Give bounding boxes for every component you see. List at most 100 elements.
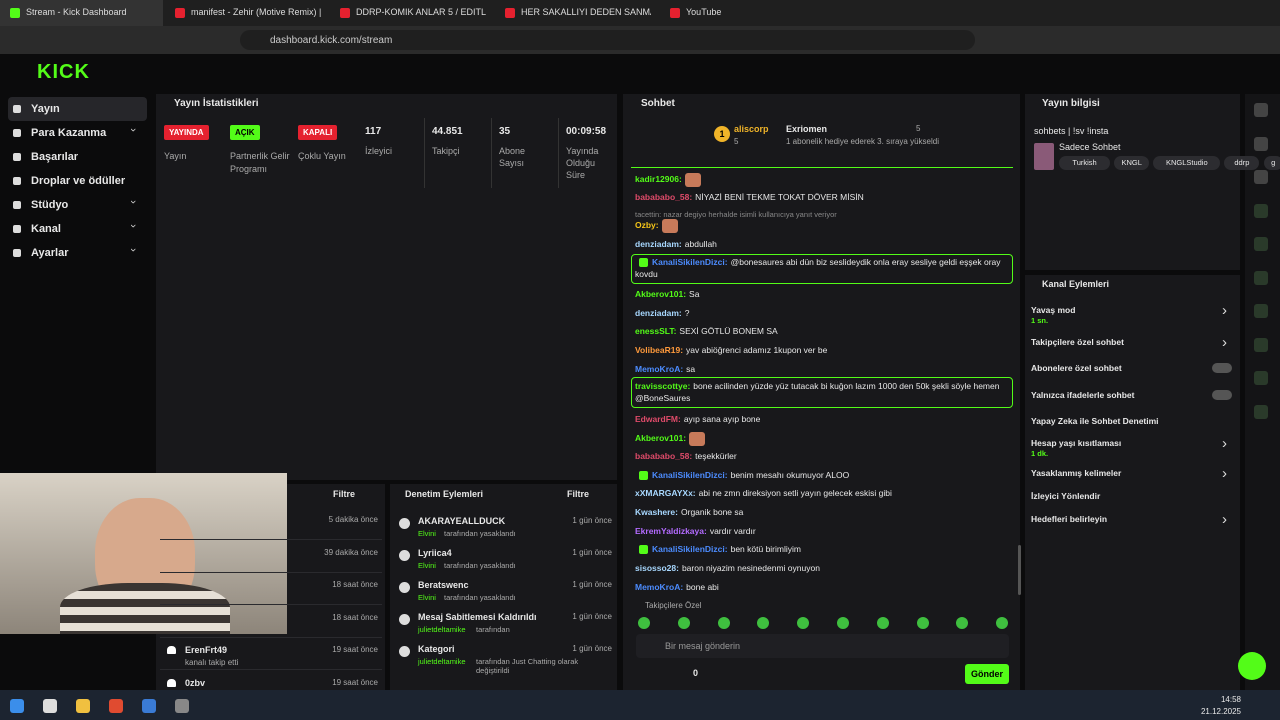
action-label[interactable]: Yavaş mod bbox=[1031, 305, 1076, 315]
nav-icon bbox=[13, 225, 21, 233]
nav-item[interactable]: Droplar ve ödüller bbox=[31, 175, 126, 187]
action-label[interactable]: İzleyici Yönlendir bbox=[1031, 491, 1101, 501]
url[interactable]: dashboard.kick.com/stream bbox=[270, 35, 393, 46]
emote bbox=[684, 173, 701, 187]
tab-icon bbox=[175, 8, 185, 18]
taskbar-icon[interactable] bbox=[43, 699, 57, 713]
action-label[interactable]: Yapay Zeka ile Sohbet Denetimi bbox=[1031, 416, 1159, 426]
tool-button[interactable] bbox=[1254, 170, 1268, 184]
chat-message: denziadam:? bbox=[635, 307, 1005, 319]
chat-message: EdwardFM: ayıp sana ayıp bone bbox=[635, 413, 1005, 425]
emote-button[interactable] bbox=[916, 617, 929, 629]
filter[interactable]: Filtre bbox=[567, 489, 590, 499]
nav-item[interactable]: Stüdyo bbox=[31, 199, 69, 211]
filter[interactable]: Filtre bbox=[333, 489, 356, 499]
chat-user[interactable]: sisosso28: bbox=[635, 563, 679, 573]
tab-bar bbox=[0, 0, 1280, 26]
chevron: › bbox=[126, 224, 139, 228]
chat-user[interactable]: kadir12906: bbox=[635, 174, 682, 185]
chat-user[interactable]: babababo_58: bbox=[635, 451, 693, 461]
tool-button[interactable] bbox=[1254, 270, 1268, 285]
chevron: › bbox=[1222, 302, 1227, 319]
mod-time: 1 gün önce bbox=[572, 548, 612, 557]
chat-user[interactable]: enessSLT: bbox=[635, 326, 677, 336]
leader-name: Exriomen bbox=[786, 124, 828, 134]
chat-user[interactable]: denziadam: bbox=[635, 308, 682, 318]
emote-button[interactable] bbox=[677, 617, 690, 629]
nav-item[interactable]: Ayarlar bbox=[31, 247, 69, 259]
nav-icon bbox=[13, 249, 21, 257]
chat-user[interactable]: KanaliSikilenDizci: bbox=[652, 544, 728, 554]
emote-button[interactable] bbox=[638, 617, 650, 629]
taskbar-icon[interactable] bbox=[10, 699, 24, 713]
tool-button[interactable] bbox=[1254, 103, 1268, 117]
chat-text: SEXİ GÖTLÜ BONEM SA bbox=[679, 326, 778, 336]
tag[interactable]: g bbox=[1263, 156, 1280, 170]
tag[interactable]: KNGLStudio bbox=[1153, 156, 1221, 170]
send-button[interactable]: Gönder bbox=[965, 664, 1009, 684]
taskbar-icon[interactable] bbox=[142, 699, 156, 713]
tool-button[interactable] bbox=[1254, 371, 1268, 385]
emote-button[interactable] bbox=[956, 617, 969, 629]
chat-user[interactable]: EkremYaldizkaya: bbox=[635, 526, 707, 536]
emote-button[interactable] bbox=[757, 617, 770, 629]
emote-button[interactable] bbox=[876, 617, 889, 629]
chat-user[interactable]: xXMARGAYXx: bbox=[635, 488, 696, 498]
action-label[interactable]: Yasaklanmış kelimeler bbox=[1031, 468, 1122, 478]
nav-item[interactable]: Başarılar bbox=[31, 151, 79, 163]
toggle[interactable] bbox=[1212, 363, 1232, 373]
tool-button[interactable] bbox=[1254, 136, 1268, 151]
mod-title: Lyriica4 bbox=[418, 548, 452, 558]
chat-user[interactable]: Ozby: bbox=[635, 220, 659, 231]
tab-icon bbox=[10, 8, 20, 18]
action-label[interactable]: Yalnızca ifadelerle sohbet bbox=[1031, 390, 1135, 400]
nav-item[interactable]: Para Kazanma bbox=[31, 127, 107, 139]
tag[interactable]: Turkish bbox=[1059, 156, 1111, 170]
chat-user[interactable]: Kwashere: bbox=[635, 507, 678, 517]
stats-panel bbox=[156, 94, 617, 480]
mod-title: Kategori bbox=[418, 644, 455, 654]
tool-button[interactable] bbox=[1254, 337, 1268, 352]
emote-button[interactable] bbox=[717, 617, 730, 629]
tool-button[interactable] bbox=[1254, 237, 1268, 251]
emote bbox=[689, 432, 706, 446]
chat-user[interactable]: travisscottye: bbox=[635, 381, 691, 391]
chat-user[interactable]: babababo_58: bbox=[635, 192, 693, 202]
taskbar-icon[interactable] bbox=[109, 699, 123, 713]
action-label[interactable]: Hesap yaşı kısıtlaması bbox=[1031, 438, 1122, 448]
nav-item[interactable]: Kanal bbox=[31, 223, 61, 235]
chat-user[interactable]: MemoKroA: bbox=[635, 582, 684, 592]
chat-user[interactable]: Akberov101: bbox=[635, 433, 687, 444]
tag[interactable]: ddrp bbox=[1224, 156, 1260, 170]
chat-user[interactable]: KanaliSikilenDizci: bbox=[652, 257, 728, 267]
toggle[interactable] bbox=[1212, 390, 1232, 400]
tool-button[interactable] bbox=[1254, 404, 1268, 419]
taskbar-icon[interactable] bbox=[76, 699, 90, 713]
tab[interactable] bbox=[0, 0, 163, 26]
chat-text: baron niyazim nesinedenmi oynuyon bbox=[681, 563, 820, 573]
tag[interactable]: KNGL bbox=[1114, 156, 1150, 170]
emote-button[interactable] bbox=[797, 617, 810, 629]
tool-button[interactable] bbox=[1254, 304, 1268, 318]
chat-user[interactable]: VolibeaR19: bbox=[635, 345, 684, 355]
chat-user[interactable]: KanaliSikilenDizci: bbox=[652, 470, 728, 480]
nav-item[interactable]: Yayın bbox=[31, 103, 60, 115]
tool-button[interactable] bbox=[1254, 203, 1268, 218]
nav-active bbox=[8, 97, 147, 121]
chat-input[interactable] bbox=[636, 634, 1009, 658]
action-label[interactable]: Takipçilere özel sohbet bbox=[1031, 337, 1124, 347]
action-label[interactable]: Abonelere özel sohbet bbox=[1031, 363, 1122, 373]
status-badge: AÇIK bbox=[230, 125, 260, 140]
chat-user[interactable]: denziadam: bbox=[635, 239, 682, 249]
logo[interactable]: KICK bbox=[37, 61, 90, 83]
help-button[interactable] bbox=[1238, 652, 1266, 680]
chat-user[interactable]: EdwardFM: bbox=[635, 414, 681, 424]
url-field[interactable] bbox=[240, 30, 975, 50]
chat-user[interactable]: Akberov101: bbox=[635, 289, 687, 299]
taskbar-icon[interactable] bbox=[175, 699, 189, 713]
action-label[interactable]: Hedefleri belirleyin bbox=[1031, 514, 1108, 524]
emote-button[interactable] bbox=[837, 617, 849, 629]
chat-user[interactable]: MemoKroA: bbox=[635, 364, 684, 374]
chat-message: Kwashere: Organik bone sa bbox=[635, 506, 1005, 518]
emote-button[interactable] bbox=[996, 617, 1009, 629]
